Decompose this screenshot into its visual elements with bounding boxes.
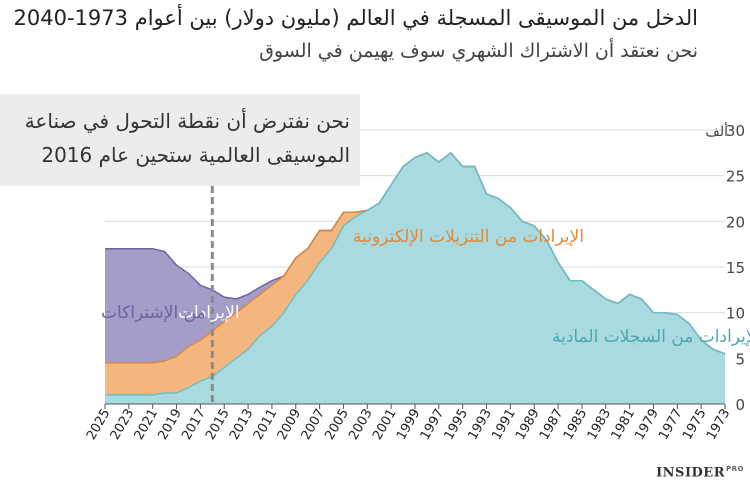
x-tick-label: 2011: [251, 407, 281, 443]
annotation-line-1: نحن نفترض أن نقطة التحول في صناعة: [24, 109, 350, 133]
physical-line: [105, 151, 726, 396]
x-tick-label: 2023: [108, 407, 138, 443]
x-tick-label: 2017: [179, 407, 209, 443]
subscription-area: [105, 152, 725, 363]
annotation-line-2: الموسيقى العالمية ستحين عام 2016: [41, 143, 350, 167]
y-tick-label: 30: [726, 122, 745, 140]
digital-series-label: الإيرادات من التنزيلات الإلكترونية: [353, 227, 584, 247]
x-tick-label: 1975: [680, 407, 710, 443]
x-tick-label: 1993: [465, 407, 495, 443]
y-tick-label: 20: [726, 213, 745, 231]
brand-name: INSIDER: [656, 465, 726, 480]
x-tick-label: 1983: [585, 407, 615, 443]
x-tick-label: 2013: [227, 407, 257, 443]
subscription-series-label-outer: من الإشتراكات: [101, 303, 206, 323]
x-tick-label: 1995: [442, 407, 472, 443]
subscription-series-label-inner: الإيرادات: [178, 303, 240, 323]
x-tick-label: 2009: [275, 407, 305, 443]
x-tick-label: 2005: [322, 407, 352, 443]
x-tick-label: 1973: [704, 407, 734, 443]
y-tick-unit: ألف: [705, 122, 728, 140]
x-tick-label: 1981: [609, 407, 639, 443]
annotation-box: نحن نفترض أن نقطة التحول في صناعة الموسي…: [0, 94, 360, 186]
chart-subtitle: نحن نعتقد أن الاشتراك الشهري سوف يهيمن ف…: [259, 40, 698, 62]
x-tick-label: 1977: [656, 407, 686, 443]
x-tick-label: 1999: [394, 407, 424, 443]
digital-area: [105, 152, 725, 395]
x-tick-label: 2019: [155, 407, 185, 443]
x-tick-label: 1991: [489, 407, 519, 443]
x-tick-label: 2001: [370, 407, 400, 443]
x-tick-label: 2007: [299, 407, 329, 443]
y-tick-label: 10: [726, 305, 745, 323]
x-tick-label: 1997: [418, 407, 448, 443]
x-tick-label: 2021: [132, 407, 162, 443]
physical-area: [105, 152, 725, 404]
y-tick-label: 5: [735, 350, 745, 368]
x-tick-label: 1979: [632, 407, 662, 443]
y-tick-label: 25: [726, 168, 745, 186]
brand-tag: PRO: [726, 464, 744, 473]
x-tick-label: 1987: [537, 407, 567, 443]
chart-title: الدخل من الموسيقى المسجلة في العالم (ملي…: [13, 6, 698, 30]
x-tick-label: 2015: [203, 407, 233, 443]
brand-logo: INSIDERPRO: [656, 465, 744, 480]
x-tick-label: 1989: [513, 407, 543, 443]
x-tick-label: 1985: [561, 407, 591, 443]
x-tick-label: 2025: [84, 407, 114, 443]
y-tick-label: 15: [726, 259, 745, 277]
x-tick-label: 2003: [346, 407, 376, 443]
y-tick-label: 0: [735, 396, 745, 414]
physical-series-label: الإيرادات من السجلات المادية: [552, 327, 750, 347]
